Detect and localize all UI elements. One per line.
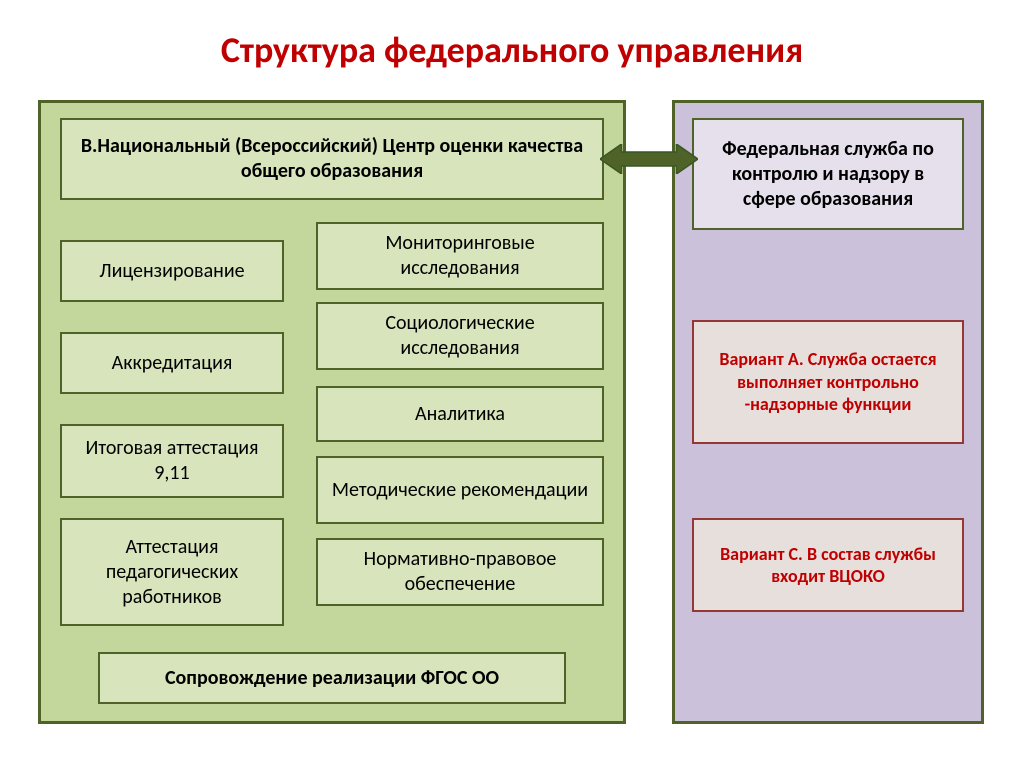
left-col-box-3: Аттестация педагогических работников bbox=[60, 518, 284, 626]
left-footer-text: Сопровождение реализации ФГОС ОО bbox=[165, 666, 499, 691]
right-header-text: Федеральная служба по контролю и надзору… bbox=[704, 137, 952, 212]
left-col-text-3: Аттестация педагогических работников bbox=[72, 535, 272, 610]
variant-a-text: Вариант А. Служба остается выполняет кон… bbox=[704, 348, 952, 416]
left-col-text-1: Аккредитация bbox=[112, 351, 233, 376]
variant-a-box: Вариант А. Служба остается выполняет кон… bbox=[692, 320, 964, 444]
variant-c-box: Вариант С. В состав службы входит ВЦОКО bbox=[692, 518, 964, 612]
page-title: Структура федерального управления bbox=[0, 0, 1024, 94]
left-col-text-2: Итоговая аттестация 9,11 bbox=[72, 436, 272, 486]
left-footer: Сопровождение реализации ФГОС ОО bbox=[98, 652, 566, 704]
double-arrow-icon bbox=[600, 144, 698, 174]
right-col-box-0: Мониторинговые исследования bbox=[316, 222, 604, 290]
right-col-text-1: Социологические исследования bbox=[328, 311, 592, 361]
right-col-text-3: Методические рекомендации bbox=[332, 478, 588, 503]
right-col-box-4: Нормативно-правовое обеспечение bbox=[316, 538, 604, 606]
left-col-box-2: Итоговая аттестация 9,11 bbox=[60, 424, 284, 498]
right-col-text-0: Мониторинговые исследования bbox=[328, 231, 592, 281]
left-header: В.Национальный (Всероссийский) Центр оце… bbox=[60, 118, 604, 200]
left-header-text: В.Национальный (Всероссийский) Центр оце… bbox=[72, 134, 592, 184]
right-header: Федеральная служба по контролю и надзору… bbox=[692, 118, 964, 230]
left-col-box-1: Аккредитация bbox=[60, 332, 284, 394]
left-col-text-0: Лицензирование bbox=[99, 259, 244, 284]
diagram-area: В.Национальный (Всероссийский) Центр оце… bbox=[0, 94, 1024, 744]
right-col-box-1: Социологические исследования bbox=[316, 302, 604, 370]
right-col-text-4: Нормативно-правовое обеспечение bbox=[328, 547, 592, 597]
right-col-text-2: Аналитика bbox=[415, 402, 505, 427]
right-col-box-2: Аналитика bbox=[316, 386, 604, 442]
left-col-box-0: Лицензирование bbox=[60, 240, 284, 302]
right-col-box-3: Методические рекомендации bbox=[316, 456, 604, 524]
variant-c-text: Вариант С. В состав службы входит ВЦОКО bbox=[704, 543, 952, 588]
